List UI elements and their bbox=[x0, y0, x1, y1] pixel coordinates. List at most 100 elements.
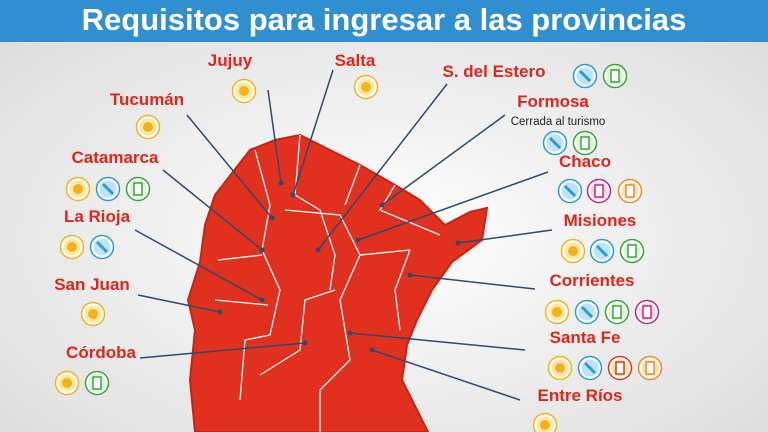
requirement-icon bbox=[532, 412, 558, 432]
requirement-icon bbox=[602, 63, 628, 89]
pointer-dot bbox=[355, 237, 361, 243]
province-name: Jujuy bbox=[208, 51, 253, 70]
requirement-icon bbox=[557, 178, 583, 204]
pointer-line bbox=[357, 171, 549, 241]
pointer-dot bbox=[290, 192, 296, 198]
icon-doc bbox=[92, 376, 102, 390]
requirement-icon bbox=[560, 238, 586, 264]
icon-doc bbox=[625, 184, 635, 198]
requirement-icon bbox=[572, 130, 598, 156]
requirement-icon bbox=[604, 299, 630, 325]
icon-sun bbox=[73, 184, 83, 194]
requirement-icon bbox=[135, 114, 161, 140]
province-name: Catamarca bbox=[72, 148, 159, 167]
province-name: Formosa bbox=[517, 92, 589, 111]
pointer-dot bbox=[379, 202, 385, 208]
icon-sun bbox=[361, 82, 371, 92]
icon-doc bbox=[580, 136, 590, 150]
pointer-line bbox=[292, 69, 334, 196]
requirement-icon bbox=[572, 63, 598, 89]
icon-swab bbox=[95, 240, 109, 254]
requirement-icon bbox=[353, 74, 379, 100]
requirement-icon bbox=[547, 355, 573, 381]
province-name: La Rioja bbox=[64, 207, 131, 226]
map bbox=[186, 133, 489, 432]
icon-sun bbox=[239, 86, 249, 96]
requirement-icon bbox=[637, 355, 663, 381]
pointer-dot bbox=[315, 247, 321, 253]
pointer-line bbox=[267, 89, 282, 184]
province-name: Córdoba bbox=[66, 343, 136, 362]
requirement-icon bbox=[80, 301, 106, 327]
icon-swab bbox=[578, 69, 592, 83]
requirement-icon bbox=[231, 78, 257, 104]
icon-sun bbox=[67, 242, 77, 252]
requirement-icon bbox=[95, 176, 121, 202]
requirement-icon bbox=[59, 234, 85, 260]
icon-sun bbox=[62, 378, 72, 388]
province-name: Salta bbox=[335, 51, 376, 70]
icon-doc bbox=[627, 244, 637, 258]
pointer-line bbox=[134, 229, 263, 301]
icon-swab bbox=[101, 182, 115, 196]
icon-sun bbox=[568, 246, 578, 256]
province-name: Corrientes bbox=[549, 271, 634, 290]
icon-swab bbox=[563, 184, 577, 198]
icon-swab bbox=[580, 305, 594, 319]
requirement-icon bbox=[89, 234, 115, 260]
requirement-icon bbox=[84, 370, 110, 396]
icon-sun bbox=[540, 420, 550, 430]
icon-swab bbox=[583, 361, 597, 375]
pointer-line bbox=[381, 114, 506, 206]
icon-doc bbox=[594, 184, 604, 198]
pointer-line bbox=[457, 229, 553, 244]
province-borders bbox=[214, 134, 441, 432]
pointer-line bbox=[162, 169, 263, 251]
province-note: Cerrada al turismo bbox=[511, 116, 606, 128]
requirement-icon bbox=[589, 238, 615, 264]
province-name: Santa Fe bbox=[550, 328, 621, 347]
icon-doc bbox=[645, 361, 655, 375]
requirement-icon bbox=[125, 176, 151, 202]
pointer-dot bbox=[347, 330, 353, 336]
icon-sun bbox=[552, 307, 562, 317]
icon-sun bbox=[143, 122, 153, 132]
requirement-icon bbox=[607, 355, 633, 381]
requirement-icon bbox=[65, 176, 91, 202]
province-name: Chaco bbox=[559, 152, 611, 171]
pointer-dot bbox=[217, 309, 223, 315]
pointer-line bbox=[349, 332, 526, 351]
requirement-icon bbox=[577, 355, 603, 381]
pointer-dot bbox=[278, 180, 284, 186]
province-name: Tucumán bbox=[110, 90, 184, 109]
pointer-dot bbox=[259, 297, 265, 303]
requirement-icon bbox=[574, 299, 600, 325]
pointer-line bbox=[409, 274, 536, 290]
icon-doc bbox=[615, 361, 625, 375]
province-name: San Juan bbox=[54, 275, 130, 294]
icon-doc bbox=[610, 69, 620, 83]
pointer-line bbox=[317, 83, 448, 251]
pointer-dot bbox=[407, 272, 413, 278]
pointer-line bbox=[137, 294, 221, 313]
requirement-icon bbox=[586, 178, 612, 204]
icon-sun bbox=[88, 309, 98, 319]
requirement-icon bbox=[542, 130, 568, 156]
pointer-line bbox=[371, 349, 521, 401]
header-bar bbox=[0, 0, 768, 42]
requirement-icon bbox=[619, 238, 645, 264]
pointer-line bbox=[139, 342, 306, 359]
pointer-dot bbox=[302, 340, 308, 346]
requirement-icon bbox=[617, 178, 643, 204]
requirement-icon bbox=[634, 299, 660, 325]
pointer-dot bbox=[369, 347, 375, 353]
requirement-icon bbox=[54, 370, 80, 396]
province-name: Misiones bbox=[564, 211, 637, 230]
province-name: Entre Ríos bbox=[537, 386, 622, 405]
province-name: S. del Estero bbox=[443, 62, 546, 81]
icon-swab bbox=[595, 244, 609, 258]
argentina-map bbox=[186, 133, 489, 432]
icon-doc bbox=[642, 305, 652, 319]
pointer-dot bbox=[455, 240, 461, 246]
